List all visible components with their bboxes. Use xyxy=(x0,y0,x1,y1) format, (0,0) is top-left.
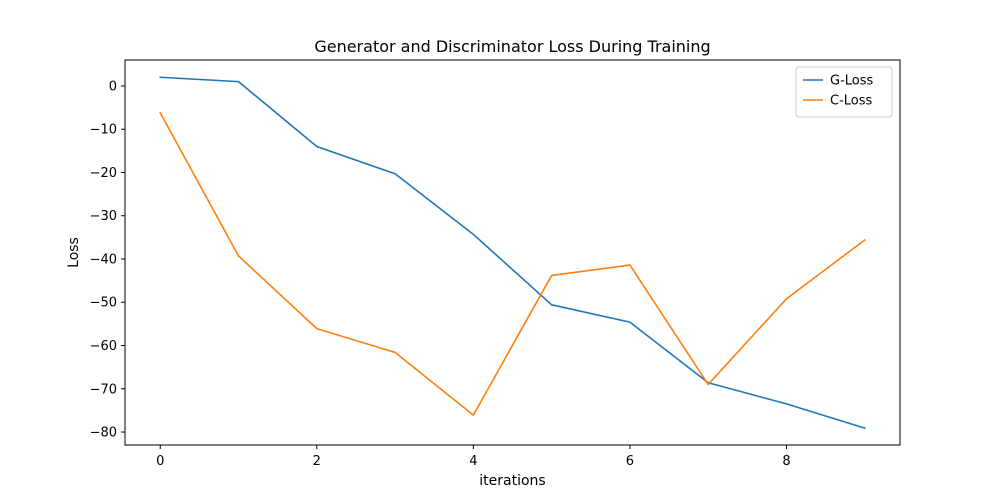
legend: G-Loss C-Loss xyxy=(795,66,893,118)
chart-title: Generator and Discriminator Loss During … xyxy=(314,37,710,56)
y-tick-label: −10 xyxy=(90,123,117,138)
x-tick-label: 8 xyxy=(782,454,790,469)
legend-label-g-loss: G-Loss xyxy=(830,74,874,89)
y-tick-label: −70 xyxy=(90,382,117,397)
x-tick-label: 2 xyxy=(313,454,321,469)
y-tick-label: −60 xyxy=(90,339,117,354)
plot-frame xyxy=(124,59,901,446)
x-tick-label: 6 xyxy=(626,454,634,469)
y-tick-label: −40 xyxy=(90,252,117,267)
y-axis-label: Loss xyxy=(66,237,82,268)
y-tick-label: 0 xyxy=(109,79,117,94)
series-line-c-loss xyxy=(159,111,866,416)
x-tick-label: 4 xyxy=(469,454,477,469)
y-tick-label: −80 xyxy=(90,426,117,441)
x-axis-ticks: 0 2 4 6 8 xyxy=(156,445,791,469)
x-axis-label: iterations xyxy=(479,473,545,489)
y-tick-label: −30 xyxy=(90,209,117,224)
series-layer xyxy=(159,76,866,430)
y-axis-ticks: 0 −10 −20 −30 −40 −50 −60 −70 −80 xyxy=(90,79,125,441)
y-tick-label: −20 xyxy=(90,166,117,181)
legend-label-c-loss: C-Loss xyxy=(830,94,873,109)
y-tick-label: −50 xyxy=(90,296,117,311)
series-line-g-loss xyxy=(159,76,866,430)
x-tick-label: 0 xyxy=(156,454,164,469)
